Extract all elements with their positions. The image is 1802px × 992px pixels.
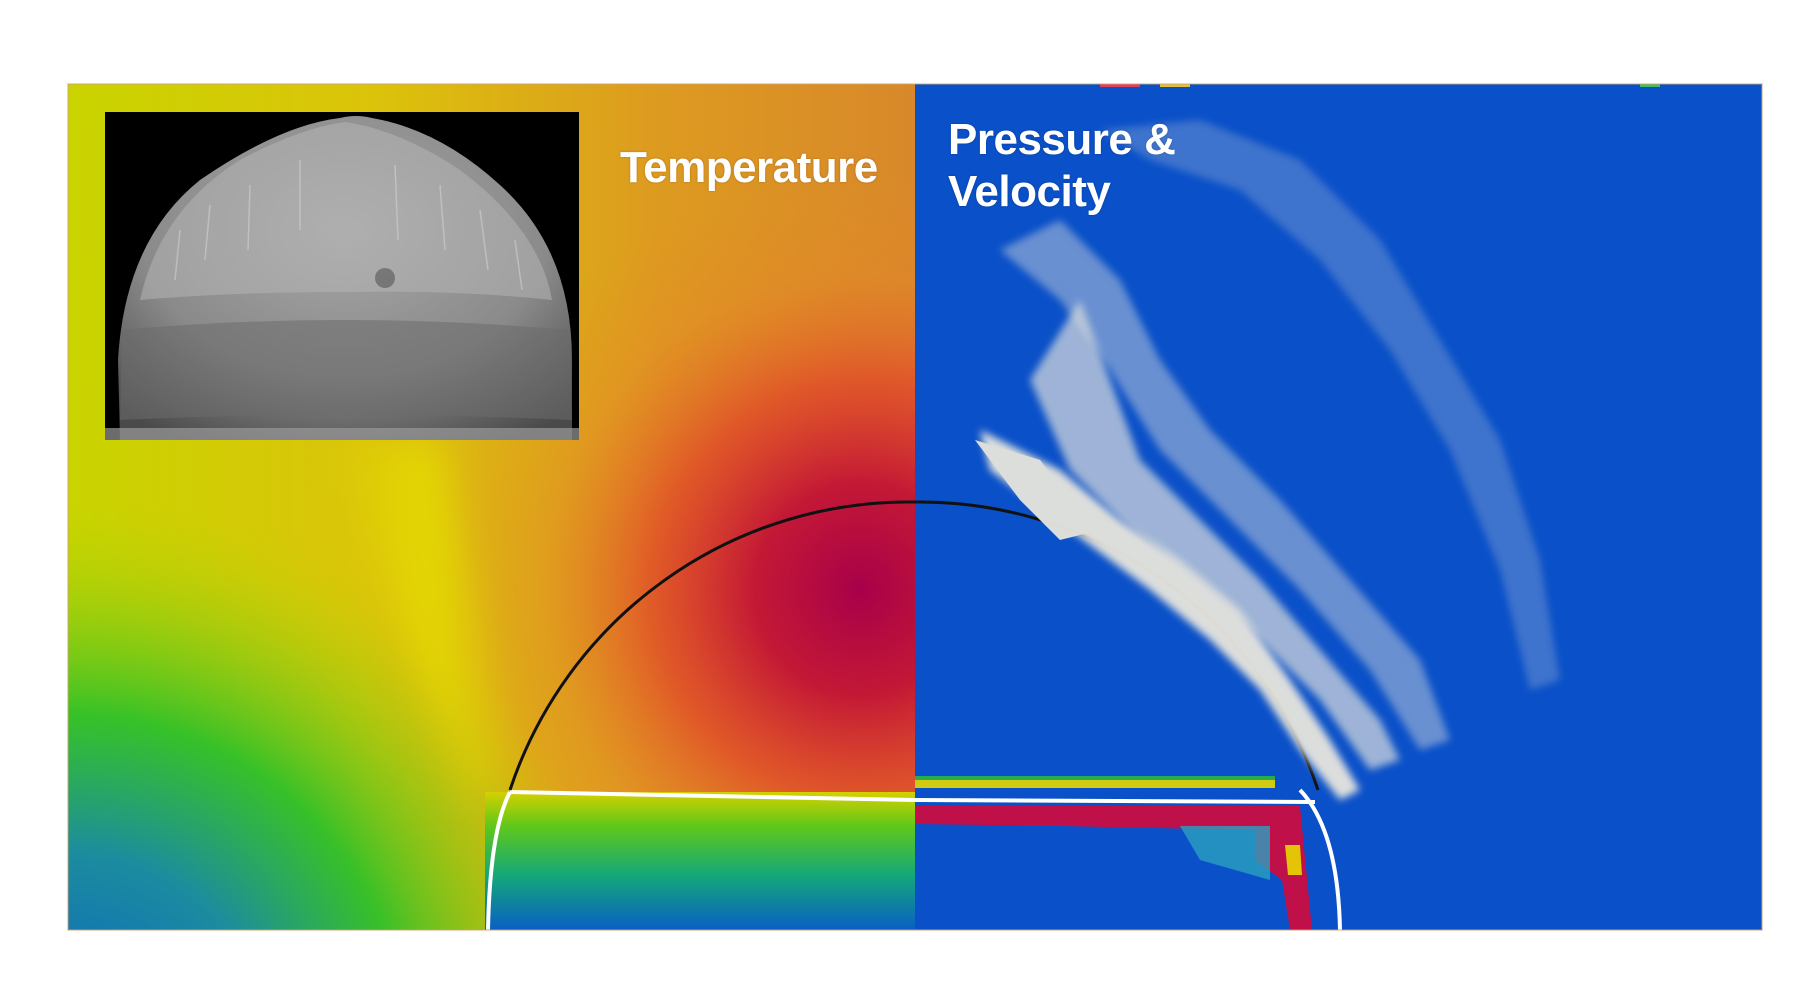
temperature-label: Temperature xyxy=(620,143,878,192)
droplet-photo-inset xyxy=(105,112,579,440)
pressure-velocity-panel xyxy=(915,84,1762,930)
panel-frame xyxy=(67,83,1763,931)
pressure-label-line2: Velocity xyxy=(948,167,1111,216)
velocity-vectors xyxy=(975,120,1560,800)
pressure-velocity-label: Pressure & Velocity xyxy=(948,114,1176,218)
pressure-label-line1: Pressure & xyxy=(948,115,1176,164)
